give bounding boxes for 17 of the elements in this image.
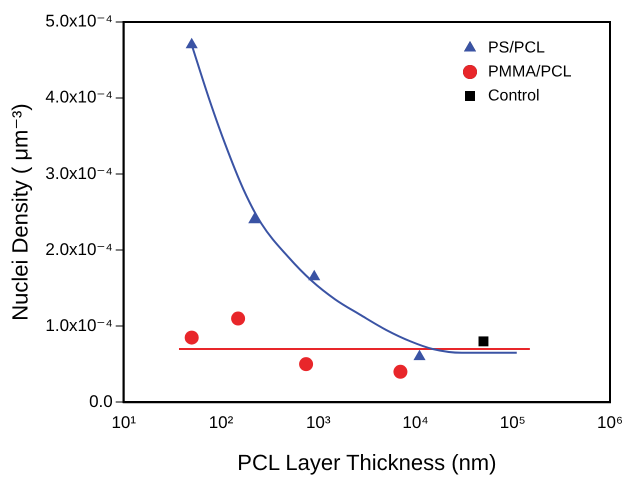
legend-label: PS/PCL [488, 39, 546, 56]
x-tick-label: 10³ [306, 413, 331, 432]
y-axis-title: Nuclei Density ( μm⁻³) [7, 103, 32, 321]
x-tick-label: 10² [208, 413, 234, 432]
x-tick-label: 10⁵ [500, 413, 526, 432]
legend-label: PMMA/PCL [488, 63, 572, 80]
y-tick-label: 2.0x10⁻⁴ [45, 240, 113, 259]
x-tick-label: 10¹ [111, 413, 136, 432]
x-tick-label: 10⁴ [402, 413, 429, 432]
y-tick-label: 5.0x10⁻⁴ [45, 12, 113, 31]
legend-label: Control [488, 87, 540, 104]
y-tick-label: 1.0x10⁻⁴ [45, 316, 113, 335]
y-tick-label: 3.0x10⁻⁴ [45, 164, 113, 183]
x-tick-label: 10⁶ [597, 413, 623, 432]
y-tick-label: 0.0 [89, 392, 113, 411]
x-axis-title: PCL Layer Thickness (nm) [237, 450, 496, 475]
y-tick-label: 4.0x10⁻⁴ [45, 88, 113, 107]
